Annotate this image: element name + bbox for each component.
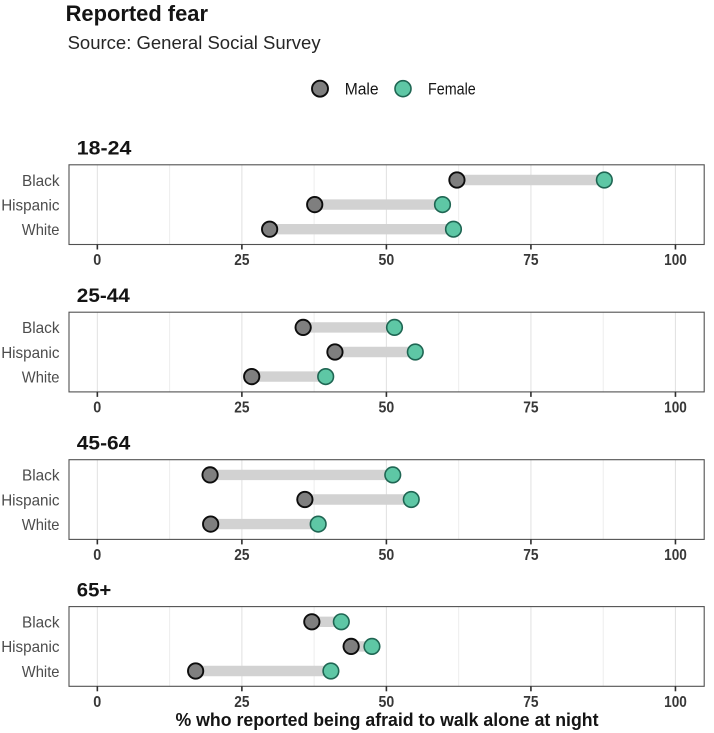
svg-text:25-44: 25-44 bbox=[77, 285, 130, 307]
svg-text:Black: Black bbox=[22, 615, 60, 632]
svg-text:25: 25 bbox=[234, 547, 250, 564]
svg-text:Hispanic: Hispanic bbox=[1, 639, 59, 656]
svg-text:White: White bbox=[22, 664, 60, 681]
svg-text:25: 25 bbox=[234, 400, 250, 417]
svg-text:50: 50 bbox=[379, 252, 395, 269]
svg-text:0: 0 bbox=[93, 400, 101, 417]
svg-text:Black: Black bbox=[22, 320, 60, 337]
svg-text:Hispanic: Hispanic bbox=[1, 345, 59, 362]
svg-text:0: 0 bbox=[93, 252, 101, 269]
svg-text:50: 50 bbox=[379, 547, 395, 564]
svg-text:50: 50 bbox=[379, 694, 395, 711]
svg-text:25: 25 bbox=[234, 694, 250, 711]
svg-text:18-24: 18-24 bbox=[77, 138, 132, 160]
svg-text:Hispanic: Hispanic bbox=[1, 197, 59, 214]
svg-text:White: White bbox=[22, 222, 60, 239]
svg-text:65+: 65+ bbox=[77, 579, 112, 601]
svg-text:75: 75 bbox=[523, 547, 539, 564]
svg-text:Female: Female bbox=[428, 79, 476, 98]
svg-text:Hispanic: Hispanic bbox=[1, 492, 59, 509]
svg-text:75: 75 bbox=[523, 400, 539, 417]
svg-text:Reported fear: Reported fear bbox=[66, 1, 209, 26]
svg-text:100: 100 bbox=[664, 252, 687, 269]
svg-text:100: 100 bbox=[664, 400, 687, 417]
svg-text:75: 75 bbox=[523, 252, 539, 269]
svg-text:100: 100 bbox=[664, 694, 687, 711]
svg-text:% who reported being afraid to: % who reported being afraid to walk alon… bbox=[176, 710, 599, 730]
svg-text:45-64: 45-64 bbox=[77, 433, 131, 455]
svg-text:Black: Black bbox=[22, 468, 60, 485]
svg-text:Black: Black bbox=[22, 173, 60, 190]
svg-text:Male: Male bbox=[345, 79, 379, 98]
svg-text:White: White bbox=[22, 369, 60, 386]
svg-text:50: 50 bbox=[379, 400, 395, 417]
svg-text:100: 100 bbox=[664, 547, 687, 564]
svg-text:0: 0 bbox=[93, 694, 101, 711]
svg-text:0: 0 bbox=[93, 547, 101, 564]
svg-text:White: White bbox=[22, 517, 60, 534]
svg-text:Source: General Social Survey: Source: General Social Survey bbox=[68, 33, 321, 53]
svg-text:75: 75 bbox=[523, 694, 539, 711]
svg-text:25: 25 bbox=[234, 252, 250, 269]
